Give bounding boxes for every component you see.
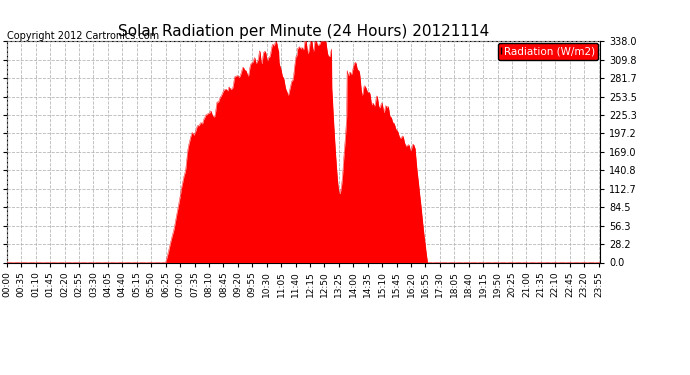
Title: Solar Radiation per Minute (24 Hours) 20121114: Solar Radiation per Minute (24 Hours) 20… — [118, 24, 489, 39]
Text: Copyright 2012 Cartronics.com: Copyright 2012 Cartronics.com — [7, 32, 159, 41]
Legend: Radiation (W/m2): Radiation (W/m2) — [497, 44, 598, 60]
